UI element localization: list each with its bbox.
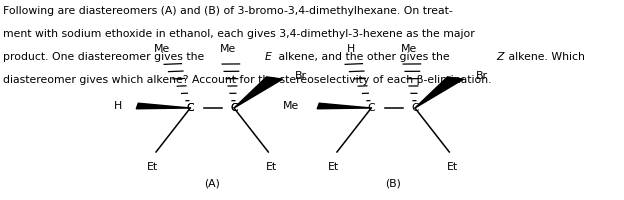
Text: Et: Et bbox=[147, 162, 158, 172]
Text: Et: Et bbox=[447, 162, 458, 172]
Text: Br: Br bbox=[295, 71, 306, 81]
Text: H: H bbox=[114, 101, 122, 111]
FancyBboxPatch shape bbox=[404, 97, 426, 119]
FancyBboxPatch shape bbox=[223, 97, 245, 119]
Text: C: C bbox=[368, 103, 375, 113]
Polygon shape bbox=[136, 103, 190, 109]
Polygon shape bbox=[234, 77, 283, 108]
Text: H: H bbox=[346, 44, 355, 54]
Text: C: C bbox=[187, 103, 194, 113]
Text: alkene. Which: alkene. Which bbox=[505, 52, 585, 62]
Text: Et: Et bbox=[266, 162, 277, 172]
Text: Et: Et bbox=[328, 162, 339, 172]
Text: alkene, and the other gives the: alkene, and the other gives the bbox=[275, 52, 452, 62]
Text: C: C bbox=[230, 103, 238, 113]
Text: E: E bbox=[265, 52, 272, 62]
FancyBboxPatch shape bbox=[360, 97, 383, 119]
Text: C: C bbox=[411, 103, 419, 113]
Text: Following are diastereomers (A) and (B) of 3-bromo-3,4-dimethylhexane. On treat-: Following are diastereomers (A) and (B) … bbox=[3, 6, 453, 16]
Text: C: C bbox=[230, 103, 238, 113]
Text: Me: Me bbox=[401, 44, 417, 54]
Text: product. One diastereomer gives the: product. One diastereomer gives the bbox=[3, 52, 208, 62]
Polygon shape bbox=[317, 103, 371, 109]
Text: diastereomer gives which alkene? Account for the stereoselectivity of each β-eli: diastereomer gives which alkene? Account… bbox=[3, 75, 492, 85]
Text: (B): (B) bbox=[385, 179, 401, 189]
FancyBboxPatch shape bbox=[179, 97, 202, 119]
Text: Z: Z bbox=[496, 52, 504, 62]
Text: Br: Br bbox=[475, 71, 487, 81]
Text: ment with sodium ethoxide in ethanol, each gives 3,4-dimethyl-3-hexene as the ma: ment with sodium ethoxide in ethanol, ea… bbox=[3, 29, 475, 39]
Text: Me: Me bbox=[283, 101, 300, 111]
Text: Me: Me bbox=[154, 44, 170, 54]
Text: Me: Me bbox=[220, 44, 236, 54]
Text: C: C bbox=[187, 103, 194, 113]
Polygon shape bbox=[415, 77, 464, 108]
Text: (A): (A) bbox=[204, 179, 220, 189]
